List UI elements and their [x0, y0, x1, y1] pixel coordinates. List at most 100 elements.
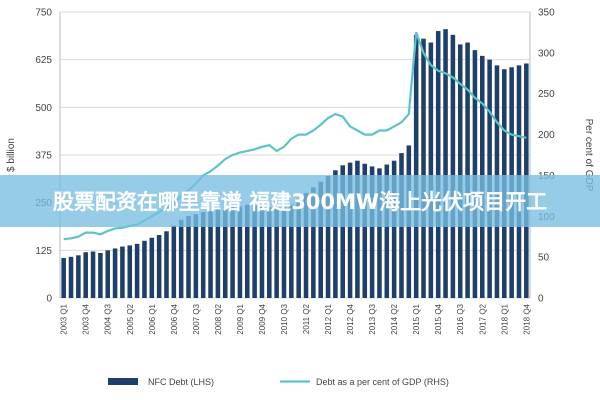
x-tick-label: 2003 Q4 — [82, 303, 91, 334]
y-axis-title-right: Per cent of GDP — [583, 119, 594, 192]
y-tick-right: 300 — [538, 48, 555, 59]
x-tick-label: 2013 Q3 — [368, 303, 377, 334]
bar — [267, 207, 272, 298]
overlay-banner: 股票配资在哪里靠谱 福建300MW海上光伏项目开工 — [0, 175, 600, 227]
x-tick-label: 2009 Q1 — [236, 303, 245, 334]
bar — [76, 255, 81, 298]
bar — [274, 208, 279, 298]
bar — [472, 50, 478, 299]
bar — [325, 175, 331, 298]
bar — [303, 193, 309, 298]
x-tick-label: 2018 Q4 — [522, 303, 531, 334]
bar — [318, 181, 323, 298]
bar — [208, 211, 213, 298]
x-tick-label: 2007 Q3 — [192, 303, 201, 334]
bar — [281, 207, 287, 298]
bar — [244, 204, 250, 298]
bar — [90, 251, 96, 298]
bar — [215, 209, 221, 298]
x-tick-label: 2015 Q4 — [434, 303, 443, 334]
bar — [333, 170, 338, 298]
legend: NFC Debt (LHS) Debt as a per cent of GDP… — [108, 377, 449, 387]
bar — [252, 205, 257, 298]
x-tick-label: 2012 Q1 — [324, 303, 333, 334]
bar — [83, 252, 88, 298]
bar — [120, 246, 125, 298]
bar — [377, 168, 382, 298]
x-tick-label: 2011 Q2 — [302, 303, 311, 334]
x-tick-label: 2006 Q4 — [170, 303, 179, 334]
left-axis-ticks: 0125250375500625750 — [35, 8, 52, 305]
x-tick-label: 2010 Q3 — [280, 303, 289, 334]
y-tick-left: 375 — [35, 151, 52, 162]
legend-label-bars: NFC Debt (LHS) — [148, 377, 214, 387]
x-tick-label: 2008 Q2 — [214, 303, 223, 334]
legend-swatch-bars — [108, 378, 138, 385]
y-tick-left: 750 — [35, 8, 52, 19]
bar — [186, 216, 191, 298]
bar — [200, 212, 206, 298]
bar — [142, 240, 147, 298]
legend-label-line: Debt as a per cent of GDP (RHS) — [316, 377, 449, 387]
bar — [347, 162, 353, 298]
y-tick-right: 200 — [538, 130, 555, 141]
bar — [98, 253, 103, 298]
bar — [68, 256, 74, 298]
bar-series-nfc-debt — [61, 29, 529, 299]
right-axis-ticks: 050100150200250300350 — [538, 8, 555, 305]
bar — [421, 38, 426, 299]
x-tick-label: 2004 Q3 — [104, 303, 113, 334]
x-tick-label: 2017 Q2 — [478, 303, 487, 334]
x-tick-label: 2016 Q3 — [456, 303, 465, 334]
y-tick-left: 0 — [46, 294, 52, 305]
bar — [457, 44, 463, 299]
bar — [127, 245, 133, 298]
bar — [443, 29, 448, 298]
bar — [384, 164, 390, 298]
bar — [289, 204, 294, 298]
bar — [61, 257, 66, 298]
y-tick-left: 625 — [35, 55, 52, 66]
y-axis-title-left: $ billion — [6, 138, 17, 172]
x-tick-label: 2015 Q1 — [412, 303, 421, 334]
x-tick-label: 2009 Q4 — [258, 303, 267, 334]
y-tick-left: 500 — [35, 103, 52, 114]
x-tick-label: 2014 Q2 — [390, 303, 399, 334]
bar — [149, 237, 155, 298]
y-tick-right: 50 — [538, 253, 550, 264]
bar — [171, 225, 177, 298]
bar — [156, 235, 162, 298]
bar — [178, 219, 184, 298]
x-tick-label: 2003 Q1 — [60, 303, 69, 334]
x-tick-label: 2006 Q1 — [148, 303, 157, 334]
bar — [222, 208, 228, 298]
bar — [465, 42, 470, 298]
bar — [134, 243, 140, 298]
y-tick-right: 350 — [538, 8, 555, 19]
x-tick-label: 2005 Q2 — [126, 303, 135, 334]
bar — [193, 214, 199, 298]
bar — [435, 31, 441, 299]
x-tick-label: 2018 Q1 — [500, 303, 509, 334]
bar — [311, 187, 316, 298]
bar — [450, 34, 456, 298]
bar — [391, 160, 397, 298]
bar — [340, 165, 346, 298]
bar — [428, 42, 434, 298]
x-axis-ticks: 2003 Q1 2003 Q4 2004 Q3 2005 Q2 2006 Q1 2006 … — [60, 303, 532, 334]
x-tick-label: 2012 Q4 — [346, 303, 355, 334]
bar — [369, 166, 375, 298]
bar — [413, 34, 419, 298]
bar — [355, 160, 360, 298]
bar — [105, 250, 111, 298]
bar — [164, 231, 169, 298]
bar — [362, 163, 368, 298]
y-tick-left: 125 — [35, 246, 52, 257]
bar — [237, 206, 243, 298]
y-tick-right: 0 — [538, 294, 544, 305]
y-tick-right: 250 — [538, 89, 555, 100]
bar — [112, 248, 118, 298]
bar — [259, 206, 265, 298]
bar — [296, 198, 301, 298]
bar — [230, 207, 235, 298]
